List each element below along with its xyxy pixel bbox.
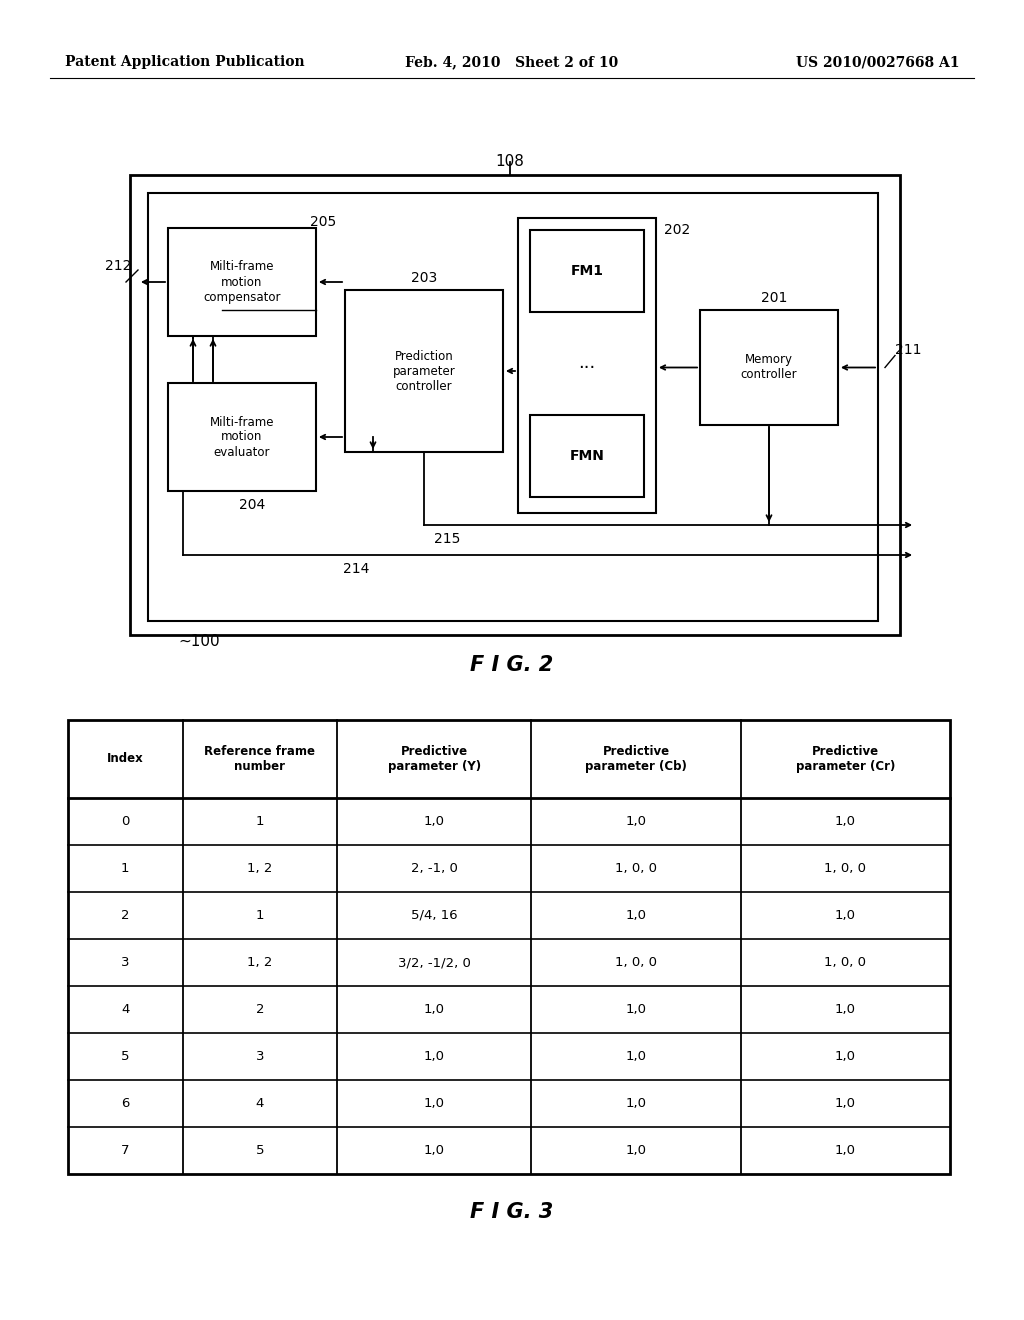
Bar [130, 176, 900, 635]
Bar [168, 228, 316, 337]
Text: 1,0: 1,0 [424, 1003, 444, 1016]
Text: 205: 205 [310, 215, 336, 228]
Text: Predictive
parameter (Cb): Predictive parameter (Cb) [585, 744, 687, 774]
Text: F I G. 2: F I G. 2 [470, 655, 554, 675]
Text: 1,0: 1,0 [835, 1097, 856, 1110]
Text: ...: ... [579, 355, 596, 372]
Text: 3/2, -1/2, 0: 3/2, -1/2, 0 [397, 956, 471, 969]
Text: Milti-frame
motion
evaluator: Milti-frame motion evaluator [210, 416, 274, 458]
Text: 1,0: 1,0 [626, 1049, 646, 1063]
Text: 1, 0, 0: 1, 0, 0 [824, 862, 866, 875]
Bar [168, 383, 316, 491]
Text: 1, 2: 1, 2 [247, 956, 272, 969]
Bar [345, 290, 503, 451]
Text: 4: 4 [121, 1003, 129, 1016]
Text: 1,0: 1,0 [835, 1003, 856, 1016]
Text: 1: 1 [256, 814, 264, 828]
Text: 5/4, 16: 5/4, 16 [411, 909, 458, 921]
Text: FMN: FMN [569, 449, 604, 463]
Text: 7: 7 [121, 1144, 130, 1158]
Text: 1,0: 1,0 [835, 909, 856, 921]
Text: 1,0: 1,0 [424, 814, 444, 828]
Text: 2: 2 [121, 909, 130, 921]
Bar [148, 193, 878, 620]
Bar [68, 719, 950, 1173]
Text: 6: 6 [121, 1097, 129, 1110]
Text: Predictive
parameter (Y): Predictive parameter (Y) [388, 744, 481, 774]
Text: 1,0: 1,0 [835, 1049, 856, 1063]
Text: US 2010/0027668 A1: US 2010/0027668 A1 [797, 55, 961, 69]
Text: 1,0: 1,0 [626, 909, 646, 921]
Text: 2, -1, 0: 2, -1, 0 [411, 862, 458, 875]
Text: 214: 214 [343, 562, 370, 576]
Text: 1,0: 1,0 [835, 814, 856, 828]
Text: Index: Index [106, 752, 143, 766]
Text: 203: 203 [411, 271, 437, 285]
Text: 202: 202 [664, 223, 690, 238]
Text: Predictive
parameter (Cr): Predictive parameter (Cr) [796, 744, 895, 774]
Text: 1,0: 1,0 [424, 1049, 444, 1063]
Text: Memory
controller: Memory controller [740, 354, 798, 381]
Text: 4: 4 [256, 1097, 264, 1110]
Text: 1,0: 1,0 [626, 1003, 646, 1016]
Text: 3: 3 [256, 1049, 264, 1063]
Text: 215: 215 [434, 532, 461, 546]
Text: Prediction
parameter
controller: Prediction parameter controller [392, 350, 456, 392]
Text: 2: 2 [256, 1003, 264, 1016]
Text: 1, 2: 1, 2 [247, 862, 272, 875]
Text: 1,0: 1,0 [424, 1144, 444, 1158]
Text: 1,0: 1,0 [626, 814, 646, 828]
Bar [518, 218, 656, 513]
Text: 212: 212 [104, 259, 131, 273]
Text: 0: 0 [121, 814, 129, 828]
Text: 1,0: 1,0 [626, 1144, 646, 1158]
Text: Reference frame
number: Reference frame number [205, 744, 315, 774]
Text: 1: 1 [121, 862, 130, 875]
Text: FM1: FM1 [570, 264, 603, 279]
Text: 1, 0, 0: 1, 0, 0 [615, 956, 657, 969]
Text: 3: 3 [121, 956, 130, 969]
Bar [530, 414, 644, 498]
Text: ~100: ~100 [178, 635, 219, 649]
Text: 5: 5 [121, 1049, 130, 1063]
Text: 211: 211 [895, 342, 922, 356]
Bar [700, 310, 838, 425]
Bar [530, 230, 644, 312]
Text: Feb. 4, 2010   Sheet 2 of 10: Feb. 4, 2010 Sheet 2 of 10 [406, 55, 618, 69]
Text: 1: 1 [256, 909, 264, 921]
Text: 204: 204 [239, 498, 265, 512]
Text: 1,0: 1,0 [424, 1097, 444, 1110]
Text: Milti-frame
motion
compensator: Milti-frame motion compensator [203, 260, 281, 304]
Text: 1, 0, 0: 1, 0, 0 [824, 956, 866, 969]
Text: Patent Application Publication: Patent Application Publication [65, 55, 304, 69]
Text: 108: 108 [496, 154, 524, 169]
Text: 1,0: 1,0 [835, 1144, 856, 1158]
Text: F I G. 3: F I G. 3 [470, 1203, 554, 1222]
Text: 1, 0, 0: 1, 0, 0 [615, 862, 657, 875]
Text: 1,0: 1,0 [626, 1097, 646, 1110]
Text: 5: 5 [256, 1144, 264, 1158]
Text: 201: 201 [761, 290, 787, 305]
